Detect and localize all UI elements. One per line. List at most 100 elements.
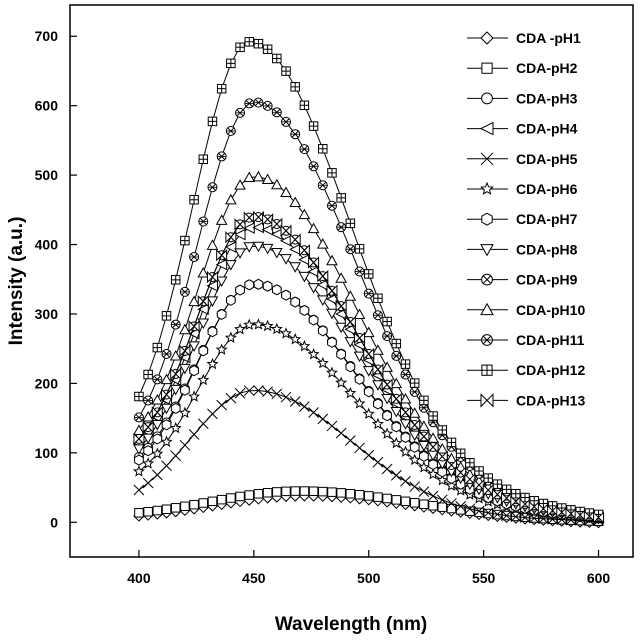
data-point [308,407,319,418]
data-point [161,419,172,431]
data-point [362,366,375,377]
data-point [409,498,420,508]
data-point [160,435,173,448]
data-point [132,465,145,477]
data-point [418,420,430,431]
data-point [289,196,302,208]
data-point [520,492,530,503]
data-point [390,436,403,449]
data-point [363,386,374,398]
data-point [261,243,274,255]
data-point [382,316,392,327]
data-point [206,270,218,284]
data-point [271,388,283,400]
series-5 [133,385,604,527]
data-point [271,217,283,231]
data-point [170,402,181,414]
data-point [437,425,448,435]
data-point [225,392,237,404]
data-point [189,251,200,262]
data-point [437,502,448,512]
data-point [436,442,449,454]
data-point [408,430,421,442]
legend-marker [480,302,494,316]
data-point [344,315,356,329]
data-point [143,445,153,457]
data-point [354,244,365,254]
data-point [399,392,412,404]
data-point [290,82,300,92]
data-point [152,433,163,445]
data-point [482,483,494,497]
data-point [207,326,218,338]
data-point [308,256,320,269]
data-point [271,107,282,118]
data-point [289,233,301,246]
y-axis-ticks: 0 100 200 300 400 500 600 700 [35,28,77,530]
data-point [445,458,457,472]
data-point [224,241,237,253]
legend-marker [481,364,493,376]
legend-item: CDA-pH2 [467,60,578,76]
data-point [197,303,209,316]
data-point [243,171,256,182]
data-point [317,325,328,337]
data-point [354,442,365,454]
data-point [143,506,153,517]
data-point [262,213,274,226]
data-point [362,407,375,420]
data-point [216,151,227,162]
data-point [253,278,264,290]
data-point [280,391,292,403]
legend-label: CDA-pH12 [516,362,585,378]
data-point [299,486,310,496]
data-point [189,365,199,377]
data-point [226,493,236,503]
legend-label: CDA-pH6 [516,181,578,197]
y-tick-label: 0 [50,514,58,530]
data-point [547,504,559,517]
data-point [400,369,411,380]
data-point [216,249,228,262]
data-point [307,222,320,234]
data-point [216,399,228,411]
data-point [427,440,439,454]
data-point [270,228,283,240]
data-point [161,388,173,401]
data-point [381,378,393,391]
data-point [170,450,182,462]
data-point [400,496,411,507]
data-point [298,340,311,352]
data-point [454,484,467,496]
data-point [180,501,190,512]
data-point [318,144,328,154]
data-point [151,420,164,431]
data-point [381,361,393,372]
data-point [483,473,493,483]
data-point [372,456,384,468]
data-point [133,424,145,435]
data-point [474,466,484,476]
data-point [252,241,265,253]
data-point [373,293,383,304]
data-point [225,126,236,137]
legend-item: CDA-pH9 [467,272,578,288]
data-point [253,385,264,396]
data-point [436,494,448,506]
legend-item: CDA-pH13 [467,392,585,408]
data-point [427,432,439,443]
x-tick-label: 600 [587,570,611,586]
data-point [235,284,245,296]
data-point [188,429,200,440]
data-point [169,384,182,396]
data-point [206,357,219,370]
data-point [189,194,199,205]
data-point [133,484,145,496]
data-point [326,420,338,432]
x-tick-label: 550 [472,570,496,586]
data-point [400,359,411,369]
data-point [325,366,338,378]
data-point [353,397,366,409]
data-point [354,331,366,345]
data-point [134,508,144,518]
